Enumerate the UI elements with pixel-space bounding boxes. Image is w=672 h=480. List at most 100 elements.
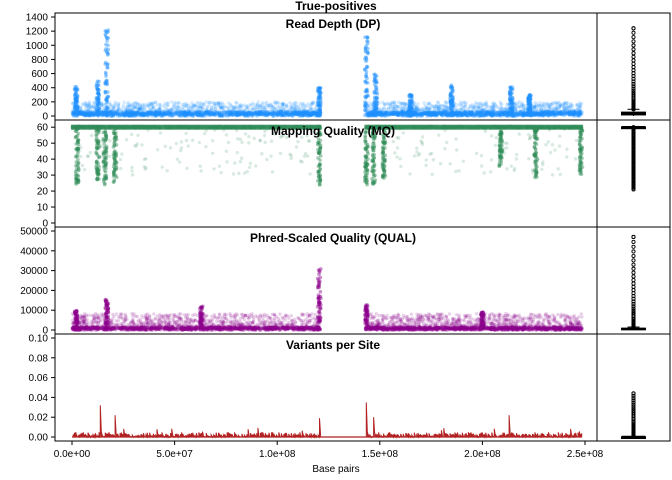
data-point [523,107,528,111]
y-tick-label: 0 [42,112,48,123]
data-point [372,104,376,109]
data-point [218,101,223,105]
data-point [143,104,147,108]
data-point [96,97,101,101]
data-point [506,111,511,116]
data-point [416,107,421,111]
data-point [439,112,444,116]
data-point [394,106,398,111]
data-point [480,110,485,115]
data-point [447,111,451,115]
data-point [366,112,370,116]
data-point [532,110,536,114]
data-point [535,104,539,109]
data-point [233,104,237,109]
data-point [527,102,531,106]
data-point [187,112,191,116]
data-point [293,107,297,112]
data-point [126,100,131,105]
data-point [239,112,243,116]
data-point [374,96,379,100]
data-point [499,106,503,110]
data-point [517,113,521,117]
data-point [291,110,296,114]
data-point [172,110,176,114]
data-point [220,101,225,105]
data-point [88,111,93,115]
data-point [495,105,500,109]
data-point [529,112,533,116]
data-point [246,110,250,114]
data-point [509,99,514,104]
data-point [391,105,395,109]
data-point [293,111,298,115]
data-point [135,110,139,115]
data-point [174,141,179,146]
data-point [492,109,496,114]
data-point [365,76,369,81]
data-point [277,101,282,106]
data-point [209,108,213,112]
data-point [177,106,181,110]
data-point [246,113,251,118]
data-point [491,112,495,117]
data-point [73,104,77,108]
data-point [286,107,290,112]
data-point [371,111,375,116]
data-point [499,103,503,107]
data-point [569,111,573,115]
data-point [229,111,234,115]
data-point [279,110,283,115]
data-point [423,103,427,108]
data-point [273,106,277,111]
boxplot-outlier [631,35,636,40]
data-point [251,112,255,116]
data-point [410,112,415,116]
data-point [102,111,106,115]
data-point [104,112,109,116]
data-point [135,105,139,110]
data-point [159,111,164,116]
data-point [139,113,143,117]
data-point [129,104,133,109]
data-point [402,103,406,107]
data-point [199,113,203,118]
data-point [417,108,422,112]
data-point [105,105,110,109]
data-point [107,112,111,116]
data-point [292,105,296,109]
data-point [291,111,296,116]
data-point [402,111,406,116]
data-point [500,112,505,116]
data-point [309,103,313,107]
data-point [448,105,453,109]
boxplot-outlier [631,26,636,31]
data-point [170,112,174,116]
data-point [365,65,370,69]
data-point [73,111,77,115]
data-point [259,112,264,116]
data-point [154,113,158,117]
data-point [106,95,110,99]
data-point [284,104,288,108]
data-point [306,112,311,116]
data-point [103,112,108,116]
data-point [116,111,121,115]
data-point [559,109,563,114]
data-point [200,105,204,109]
data-point [474,100,478,105]
panel-title: Read Depth (DP) [286,17,381,31]
data-point [242,112,247,116]
data-point [376,111,380,116]
data-point [159,112,163,116]
data-point [365,36,370,40]
data-point [161,109,166,113]
data-point [565,101,569,105]
data-point [167,108,172,112]
data-point [288,108,293,112]
data-point [293,107,297,111]
data-point [109,112,114,116]
data-point [526,102,530,107]
data-point [158,104,163,109]
data-point [503,110,508,115]
